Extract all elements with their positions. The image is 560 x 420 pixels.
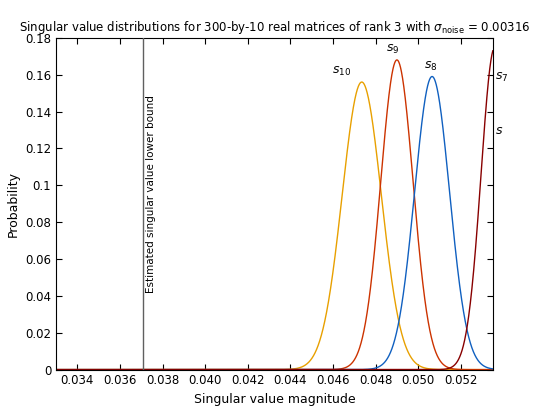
Text: $s_{10}$: $s_{10}$ (332, 65, 351, 79)
Text: Estimated singular value lower bound: Estimated singular value lower bound (146, 95, 156, 294)
Text: $s_7$: $s_7$ (495, 71, 508, 84)
Text: $s$: $s$ (495, 124, 503, 137)
Text: $s_9$: $s_9$ (385, 43, 399, 56)
X-axis label: Singular value magnitude: Singular value magnitude (194, 393, 355, 406)
Y-axis label: Probability: Probability (7, 171, 20, 237)
Text: $s_8$: $s_8$ (424, 60, 438, 73)
Title: Singular value distributions for 300-by-10 real matrices of rank 3 with $\sigma_: Singular value distributions for 300-by-… (18, 19, 530, 36)
